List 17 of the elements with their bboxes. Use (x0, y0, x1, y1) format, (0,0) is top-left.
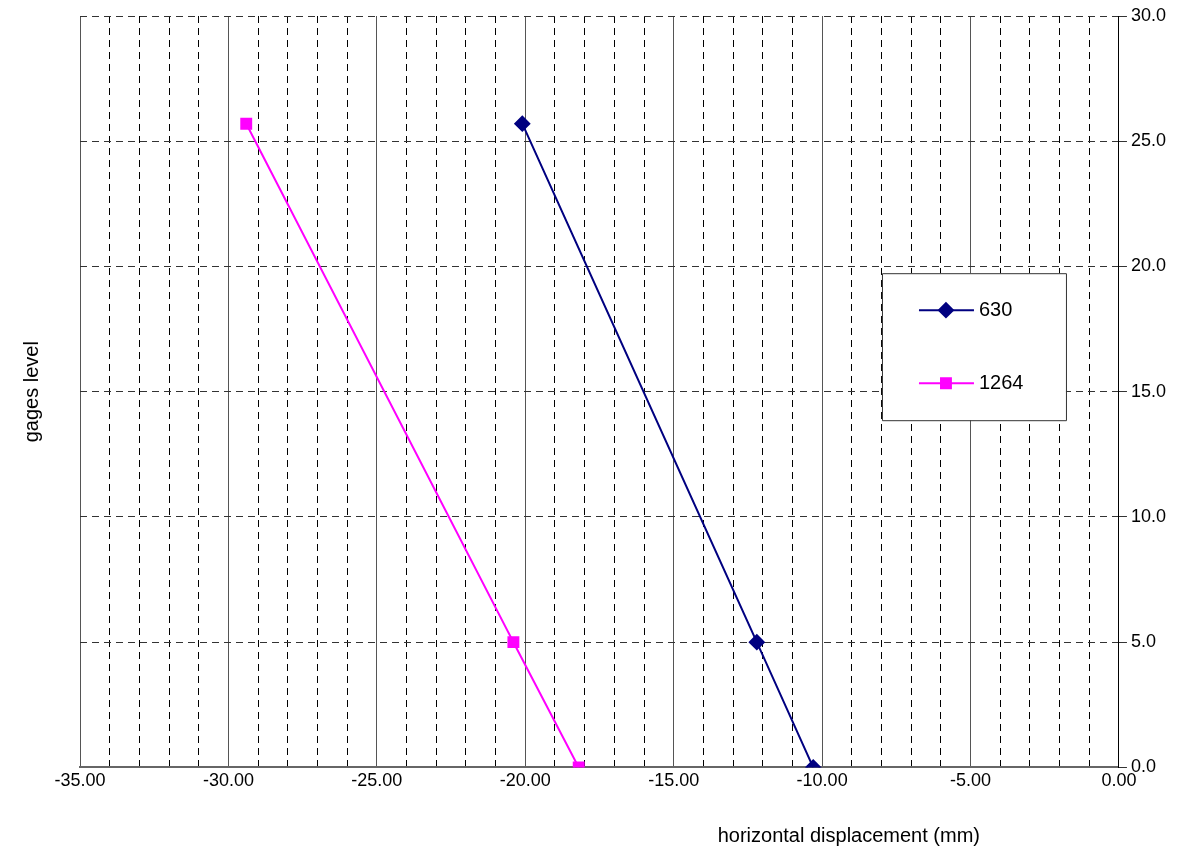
x-tick-label: -30.00 (202, 770, 254, 791)
y-tick-label: 25.0 (1130, 130, 1167, 151)
x-tick-label: -15.00 (648, 770, 700, 791)
y-tick-label: 20.0 (1130, 255, 1167, 276)
x-axis-title: horizontal displacement (mm) (717, 824, 980, 846)
y-tick-label: 30.0 (1130, 4, 1167, 25)
y-tick-label: 5.0 (1130, 631, 1156, 652)
x-tick-label: -20.00 (499, 770, 551, 791)
y-axis-title: gages level (19, 341, 42, 443)
legend-label: 630 (978, 297, 1013, 320)
y-tick-label: 10.0 (1130, 505, 1167, 526)
y-tick-label: 15.0 (1130, 380, 1167, 401)
x-tick-label: -10.00 (796, 770, 848, 791)
x-tick-label: -35.00 (54, 770, 106, 791)
x-tick-label: -5.00 (950, 770, 992, 791)
x-tick-label: -25.00 (351, 770, 403, 791)
legend-label: 1264 (978, 370, 1024, 393)
